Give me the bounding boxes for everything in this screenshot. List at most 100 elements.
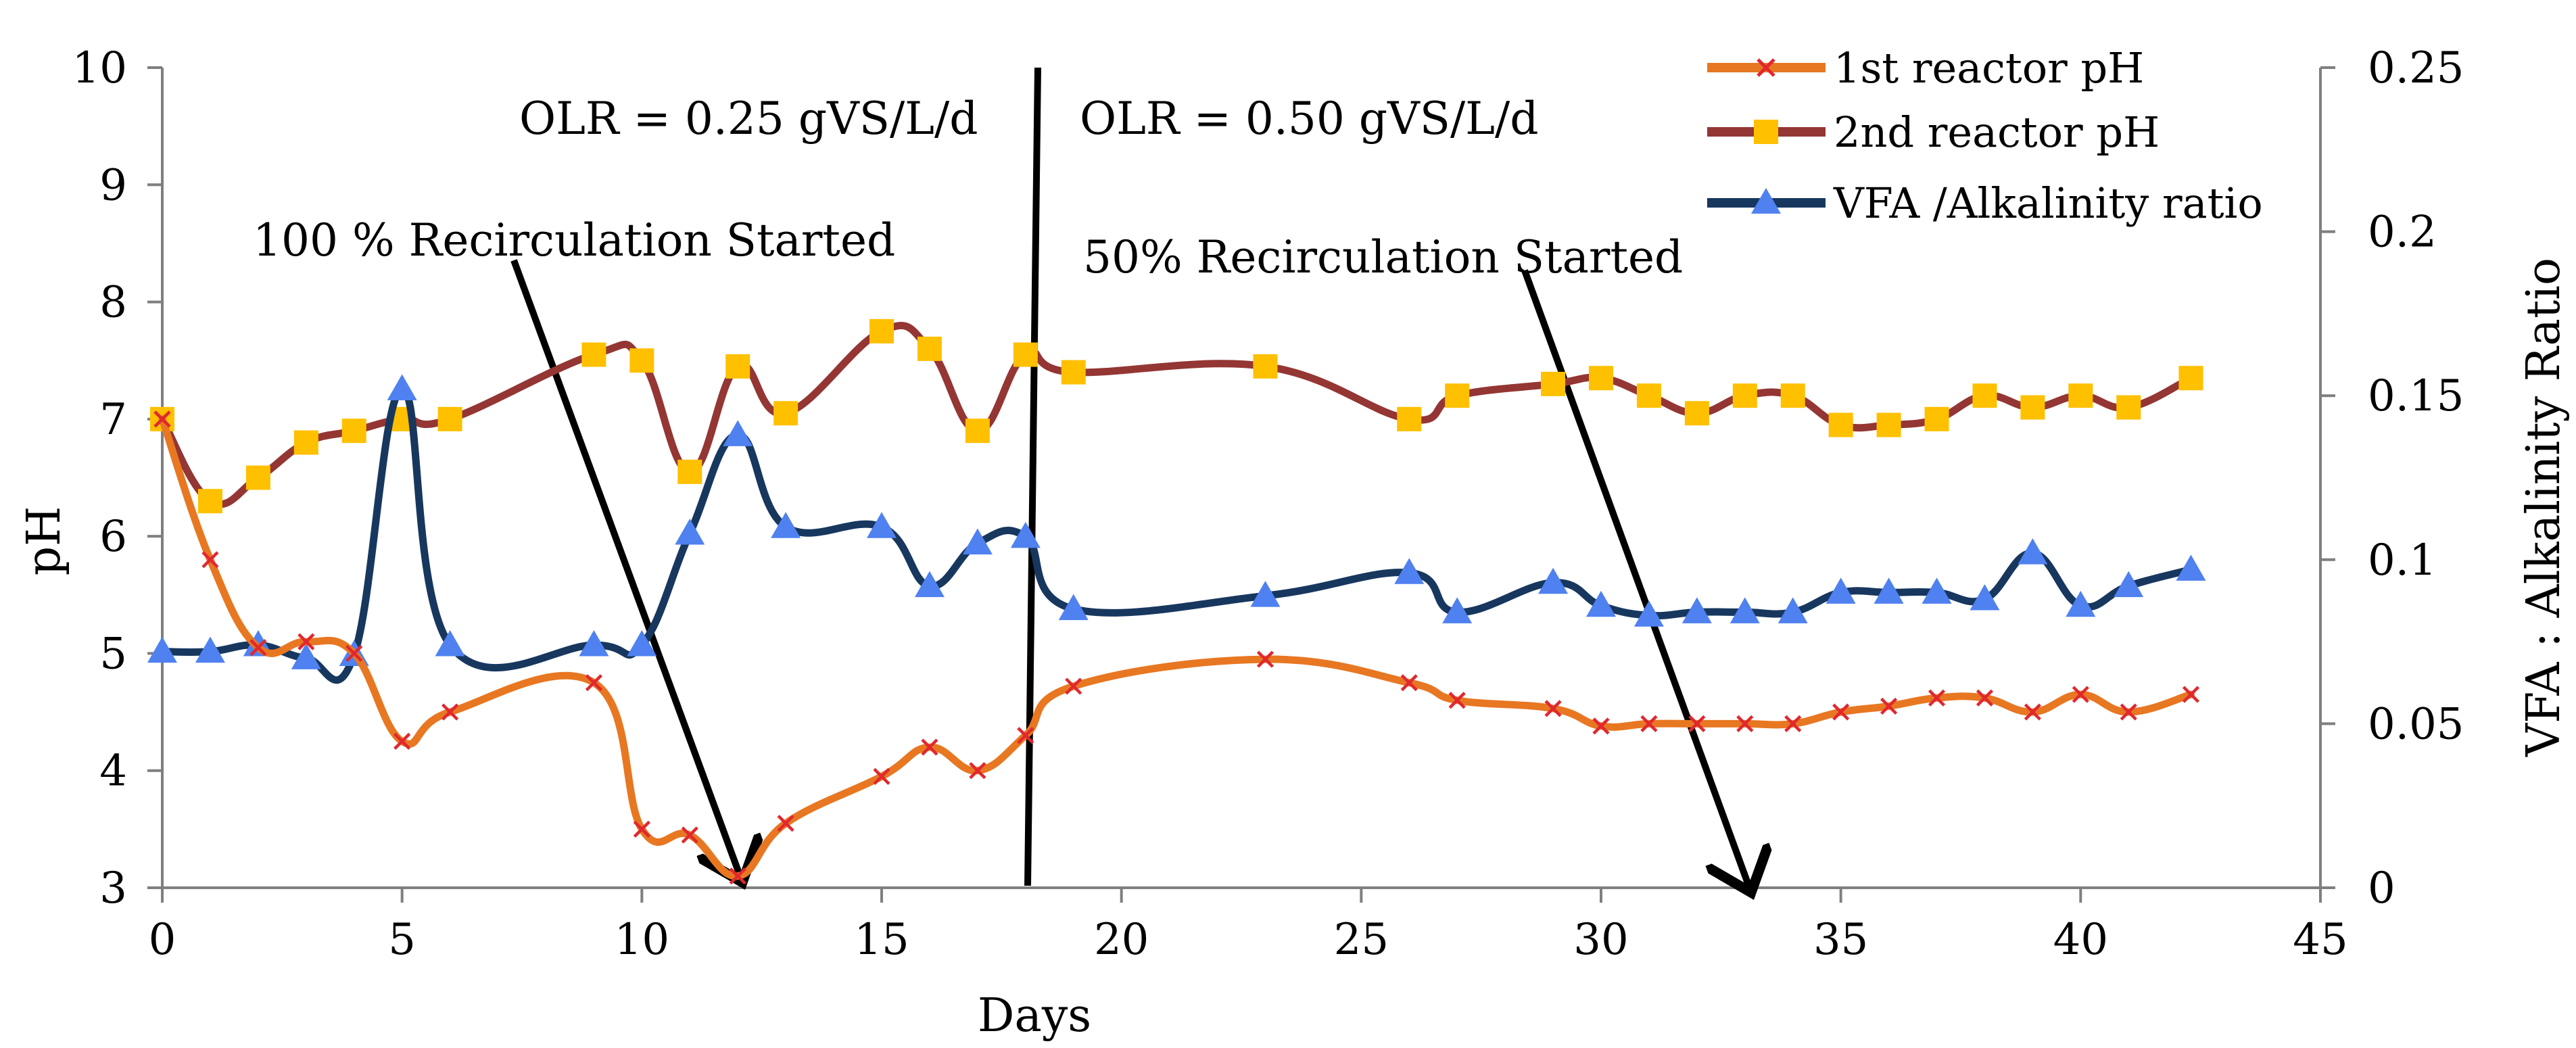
recirc-100-arrow — [510, 259, 742, 882]
legend-marker-square — [1754, 120, 1778, 144]
y2-tick-label-4: 0.2 — [2368, 208, 2437, 258]
series-0 — [153, 410, 2200, 885]
x-tick-label-2: 10 — [615, 915, 669, 965]
series-2 — [147, 374, 2206, 684]
point-2-11 — [771, 512, 801, 538]
point-0-23 — [1688, 715, 1706, 732]
point-0-6 — [442, 703, 459, 721]
point-2-18 — [1394, 558, 1425, 584]
point-0-11 — [777, 815, 794, 832]
point-0-13 — [921, 738, 938, 756]
y-axis-right-title: VFA : Alkalinity Ratio — [2517, 258, 2571, 757]
point-2-33 — [2176, 554, 2206, 581]
legend-marker-x — [1757, 58, 1775, 77]
point-0-21 — [1592, 717, 1610, 735]
point-2-31 — [2066, 590, 2096, 617]
legend-label-1: 2nd reactor pH — [1834, 108, 2160, 157]
x-tick-label-4: 20 — [1094, 915, 1149, 965]
x-tick-label-1: 5 — [388, 915, 416, 965]
point-2-20 — [1538, 567, 1569, 594]
point-0-30 — [2024, 703, 2041, 721]
point-0-17 — [1256, 650, 1274, 668]
point-2-3 — [291, 643, 321, 669]
annotation-olr-050: OLR = 0.50 gVS/L/d — [1080, 93, 1539, 145]
x-tick-label-7: 35 — [1813, 915, 1868, 965]
point-0-5 — [393, 732, 411, 750]
point-1-27 — [1876, 412, 1901, 437]
point-2-27 — [1874, 577, 1904, 604]
legend-marker-triangle — [1751, 188, 1781, 214]
x-tick-label-8: 40 — [2053, 915, 2108, 965]
point-2-24 — [1730, 597, 1760, 623]
legend: 1st reactor pH 2nd reactor pH VFA /Alkal… — [1707, 43, 2263, 228]
point-0-2 — [249, 639, 267, 657]
annotation-olr-025: OLR = 0.25 gVS/L/d — [519, 93, 978, 145]
point-0-7 — [585, 674, 602, 692]
point-1-20 — [1541, 371, 1566, 396]
point-2-14 — [962, 528, 993, 555]
point-1-14 — [965, 419, 990, 444]
series-1 — [150, 318, 2203, 514]
y-tick-label-2: 5 — [99, 629, 127, 679]
point-1-12 — [869, 318, 894, 343]
y-tick-label-3: 6 — [99, 512, 127, 562]
y2-tick-label-3: 0.15 — [2368, 371, 2464, 421]
point-1-31 — [2068, 383, 2093, 408]
point-0-25 — [1784, 715, 1802, 732]
y-axis-right-ticks: 0 0.05 0.1 0.15 0.2 0.25 — [2320, 43, 2464, 913]
y-tick-label-7: 10 — [72, 43, 127, 93]
y-axis-left-ticks: 3 4 5 6 7 8 9 10 — [72, 43, 162, 913]
point-1-2 — [245, 465, 270, 490]
point-2-13 — [914, 571, 945, 598]
point-1-33 — [2178, 366, 2203, 391]
point-0-8 — [633, 820, 650, 838]
point-0-3 — [297, 633, 315, 650]
point-2-19 — [1442, 597, 1473, 623]
x-tick-label-9: 45 — [2293, 915, 2347, 965]
y-axis-left-title: pH — [18, 506, 71, 576]
point-0-22 — [1640, 715, 1658, 732]
point-0-10 — [729, 867, 746, 885]
point-1-1 — [197, 489, 222, 514]
olr-divider-line — [1024, 67, 1041, 886]
y-tick-label-6: 9 — [99, 160, 127, 210]
point-1-29 — [1972, 383, 1997, 408]
point-1-21 — [1589, 366, 1613, 391]
point-2-26 — [1826, 577, 1856, 604]
x-tick-label-3: 15 — [854, 915, 909, 965]
point-0-32 — [2120, 703, 2137, 721]
point-2-12 — [867, 512, 897, 538]
point-2-5 — [387, 374, 417, 400]
point-1-4 — [341, 419, 366, 444]
y2-tick-label-2: 0.1 — [2368, 535, 2437, 586]
point-1-32 — [2116, 395, 2141, 420]
point-2-7 — [579, 629, 609, 657]
point-2-9 — [675, 518, 705, 545]
point-1-18 — [1397, 406, 1422, 431]
point-1-24 — [1732, 383, 1757, 408]
series-line-0 — [158, 415, 2195, 880]
point-2-25 — [1778, 597, 1808, 623]
y2-tick-label-0: 0 — [2368, 863, 2395, 913]
x-tick-label-6: 30 — [1573, 915, 1628, 965]
y-tick-label-4: 7 — [99, 395, 127, 445]
point-1-7 — [581, 342, 606, 367]
point-2-23 — [1681, 597, 1712, 623]
point-2-15 — [1010, 521, 1041, 548]
y2-tick-label-1: 0.05 — [2368, 699, 2464, 749]
legend-label-2: VFA /Alkalinity ratio — [1833, 178, 2263, 228]
point-2-28 — [1922, 577, 1952, 604]
x-tick-label-0: 0 — [149, 915, 176, 965]
point-2-16 — [1058, 594, 1089, 621]
y2-tick-label-5: 0.25 — [2368, 43, 2464, 93]
point-0-31 — [2072, 686, 2089, 703]
point-1-30 — [2020, 395, 2045, 420]
point-1-25 — [1780, 383, 1805, 408]
point-1-11 — [773, 401, 798, 426]
point-2-10 — [723, 420, 753, 446]
x-axis-title: Days — [978, 989, 1091, 1043]
point-1-6 — [437, 406, 462, 431]
point-1-22 — [1636, 383, 1661, 408]
x-tick-label-5: 25 — [1334, 915, 1389, 965]
x-axis-ticks: 0 5 10 15 20 25 30 35 40 45 — [149, 888, 2348, 965]
